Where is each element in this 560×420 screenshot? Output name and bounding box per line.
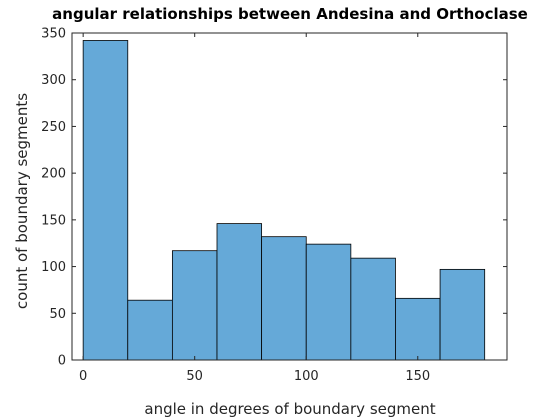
chart-title: angular relationships between Andesina a… — [52, 5, 528, 23]
bars-group — [82, 40, 486, 361]
y-tick-label: 50 — [49, 307, 66, 322]
x-ticks-group: 0 50 100 150 — [79, 33, 430, 384]
plot-box — [71, 32, 508, 361]
histogram-bar — [82, 40, 129, 361]
histogram-bar — [261, 236, 307, 361]
y-ticks-group: 0 50 100 150 200 250 300 350 — [41, 27, 507, 369]
y-tick-label: 300 — [41, 73, 66, 88]
y-tick-label: 200 — [41, 167, 66, 182]
y-tick-label: 350 — [41, 27, 66, 42]
x-tick-label: 50 — [186, 369, 203, 384]
y-tick-label: 0 — [58, 354, 66, 369]
x-axis-label: angle in degrees of boundary segment — [144, 400, 435, 418]
histogram-bar — [171, 250, 218, 361]
histogram-bar — [350, 257, 396, 361]
histogram-bar — [439, 268, 486, 361]
x-tick-label: 150 — [405, 369, 430, 384]
histogram-bar — [395, 297, 441, 361]
histogram-bar — [216, 223, 263, 361]
y-tick-label: 100 — [41, 260, 66, 275]
y-tick-label: 150 — [41, 213, 66, 228]
y-axis-label: count of boundary segments — [13, 93, 31, 309]
x-tick-label: 0 — [79, 369, 87, 384]
histogram-bar — [305, 243, 352, 361]
y-tick-label: 250 — [41, 120, 66, 135]
histogram-bar — [127, 299, 173, 361]
x-tick-label: 100 — [294, 369, 319, 384]
axes-group — [71, 32, 508, 361]
